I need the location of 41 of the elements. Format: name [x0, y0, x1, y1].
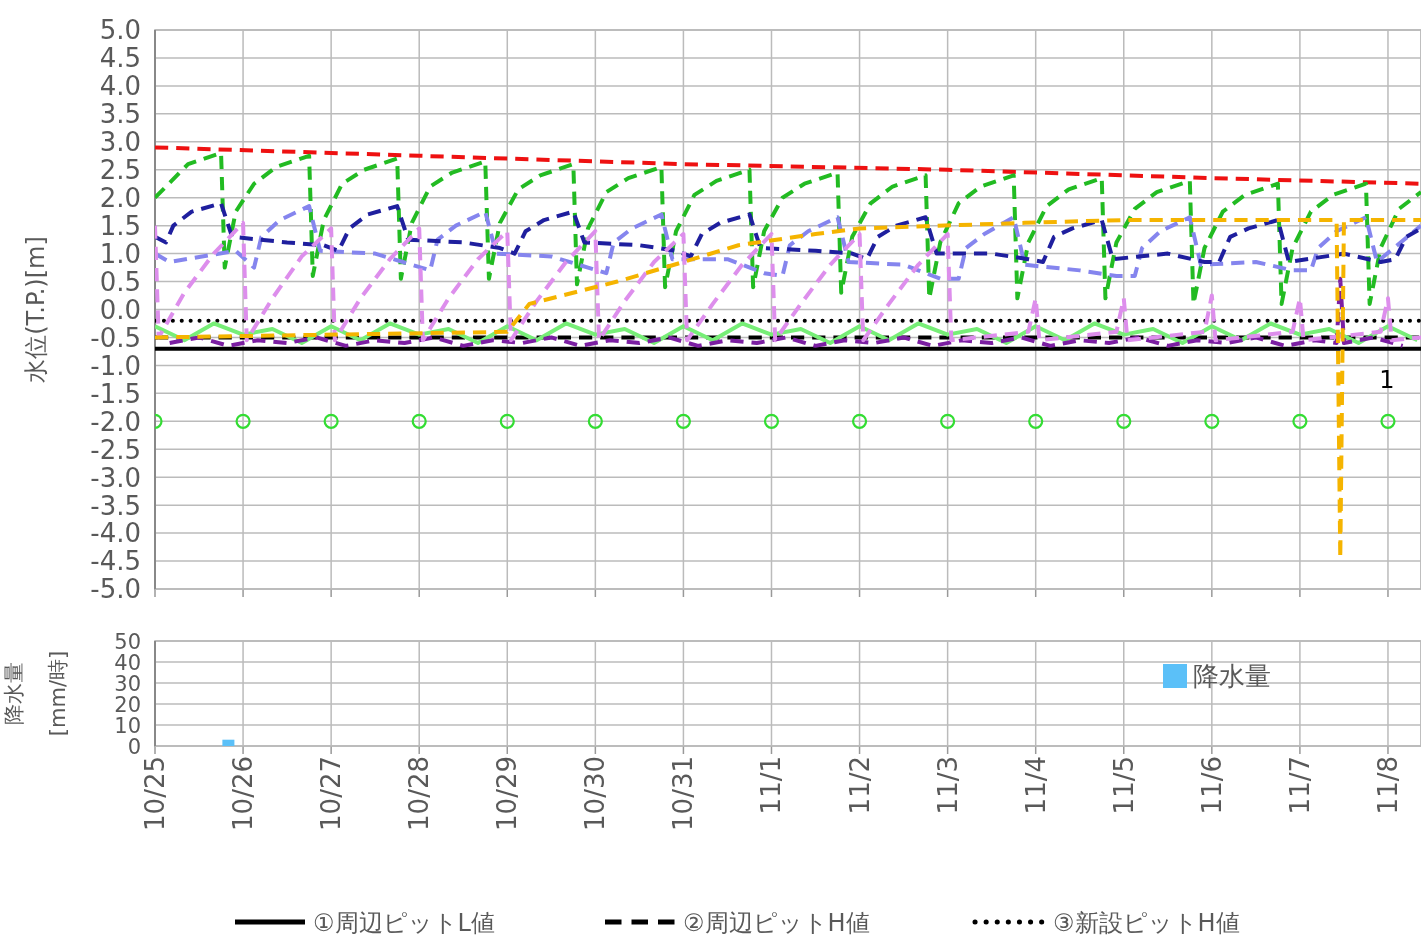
x-tick-label: 11/2	[844, 756, 875, 815]
y-tick-label: 0.5	[99, 266, 141, 297]
annotation: 1	[1379, 366, 1395, 395]
legend-label: ①周辺ピットL値	[313, 908, 495, 937]
y-tick-label: 4.5	[99, 43, 141, 74]
x-tick-label: 10/30	[580, 756, 611, 831]
y-tick-label: 3.5	[99, 99, 141, 130]
x-tick-label: 10/28	[404, 756, 435, 831]
x-tick-label: 11/5	[1108, 756, 1139, 815]
y-tick-label: -1.0	[90, 350, 141, 381]
legend-label: ③新設ピットH値	[1053, 908, 1240, 937]
x-tick-label: 10/31	[668, 756, 699, 831]
y-axis-title: 水位(T.P.)[m]	[21, 236, 50, 383]
x-tick-label: 11/4	[1020, 756, 1051, 815]
y-tick-label: 4.0	[99, 71, 141, 102]
x-tick-label: 11/8	[1372, 756, 1403, 815]
x-tick-label: 11/7	[1284, 756, 1315, 815]
y-tick-label: 0.0	[99, 294, 141, 325]
x-tick-label: 10/29	[492, 756, 523, 831]
y-tick-label: -0.5	[90, 322, 141, 353]
legend-label: 降水量	[1193, 661, 1271, 692]
y-tick-label: -4.5	[90, 546, 141, 577]
y-tick-label: -3.5	[90, 490, 141, 521]
x-tick-label: 11/3	[932, 756, 963, 815]
y-tick-label: -5.0	[90, 574, 141, 605]
y-tick-label: 2.5	[99, 155, 141, 186]
y-tick-label: 5.0	[99, 15, 141, 46]
y-tick-label: -2.5	[90, 434, 141, 465]
y-tick-label: -4.0	[90, 518, 141, 549]
x-tick-label: 10/27	[316, 756, 347, 831]
x-tick-label: 10/26	[228, 756, 259, 831]
y-tick-label: -1.5	[90, 378, 141, 409]
x-tick-label: 10/25	[140, 756, 170, 831]
x-tick-label: 11/1	[756, 756, 787, 815]
y-axis-title: 降水量 [mm/時]	[1, 650, 70, 737]
y-tick-label: -3.0	[90, 462, 141, 493]
y-tick-label: 3.0	[99, 127, 141, 158]
y-tick-label: 2.0	[99, 183, 141, 214]
legend-label: ②周辺ピットH値	[683, 908, 870, 937]
y-tick-label: -2.0	[90, 406, 141, 437]
x-tick-label: 11/6	[1196, 756, 1227, 815]
